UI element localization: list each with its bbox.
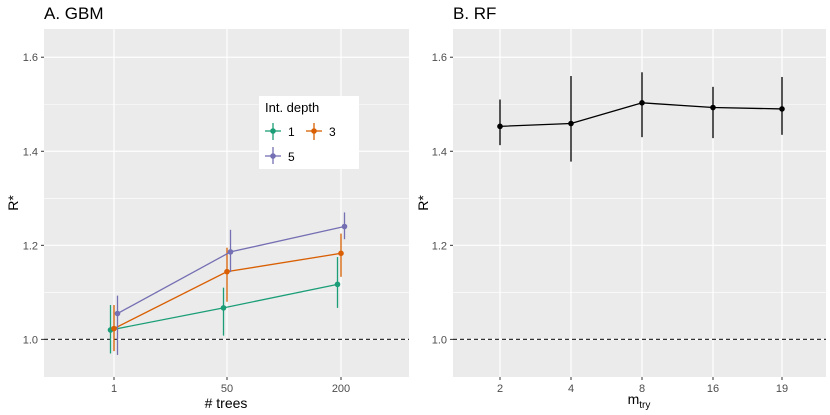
gbm-series-1-point — [220, 305, 227, 311]
rf-series-rf-point — [639, 100, 645, 106]
panel-rf-x-ticks: 2 4 8 16 19 — [497, 377, 788, 395]
rf-x-tick-label: 2 — [497, 383, 503, 395]
rf-y-tick-label: 1.0 — [432, 334, 447, 346]
panel-gbm: 1.0 1.2 1.4 1.6 1 50 200 A. GBM # trees R* In… — [5, 4, 409, 411]
legend-key-1 — [265, 123, 281, 140]
panel-gbm-x-axis-title: # trees — [205, 395, 248, 411]
legend: Int. depth 1 3 5 — [259, 96, 359, 169]
rf-y-tick-label: 1.4 — [432, 146, 447, 158]
legend-label-3: 3 — [329, 125, 336, 139]
gbm-y-tick-label: 1.0 — [23, 334, 38, 346]
panel-rf: 1.0 1.2 1.4 1.6 2 4 8 16 19 B. RF mtry R* — [415, 4, 826, 411]
panel-rf-x-axis-title-main: m — [628, 391, 640, 407]
panel-gbm-series — [107, 212, 348, 355]
gbm-series-5-point — [114, 310, 121, 317]
panel-gbm-x-ticks: 1 50 200 — [111, 377, 350, 395]
gbm-series-1-point — [334, 281, 341, 288]
panel-rf-background — [453, 29, 826, 377]
panel-rf-y-axis-title: R* — [415, 195, 431, 211]
panel-rf-y-ticks: 1.0 1.2 1.4 1.6 — [432, 52, 453, 346]
gbm-y-tick-label: 1.2 — [23, 240, 38, 252]
gbm-series-3-point — [338, 250, 344, 257]
panel-gbm-y-axis-title: R* — [5, 195, 21, 211]
rf-series-rf-point — [497, 123, 503, 130]
panel-rf-title: B. RF — [453, 4, 496, 23]
rf-y-tick-label: 1.6 — [432, 52, 447, 64]
panel-rf-x-axis-title: mtry — [628, 391, 651, 411]
rf-x-tick-label: 16 — [707, 383, 719, 395]
gbm-x-tick-label: 200 — [332, 383, 350, 395]
gbm-series-5-point — [227, 249, 234, 255]
legend-label-1: 1 — [288, 125, 295, 139]
gbm-y-tick-label: 1.4 — [23, 146, 38, 158]
panel-gbm-title: A. GBM — [44, 4, 104, 23]
rf-x-tick-label: 8 — [639, 383, 645, 395]
rf-series-rf-point — [568, 120, 574, 127]
panel-gbm-y-ticks: 1.0 1.2 1.4 1.6 — [23, 52, 44, 346]
panel-rf-series — [497, 72, 785, 162]
panel-rf-x-axis-title-sub: try — [639, 400, 650, 411]
legend-key-3 — [306, 123, 322, 140]
rf-y-tick-label: 1.2 — [432, 240, 447, 252]
rf-x-tick-label: 19 — [776, 383, 788, 395]
panel-gbm-grid — [44, 29, 409, 377]
legend-key-5 — [265, 147, 281, 164]
rf-series-rf-point — [779, 106, 785, 112]
gbm-x-tick-label: 50 — [221, 383, 233, 395]
gbm-y-tick-label: 1.6 — [23, 52, 38, 64]
legend-title: Int. depth — [265, 100, 319, 115]
legend-label-5: 5 — [288, 150, 295, 164]
gbm-series-3-point — [224, 268, 230, 275]
gbm-series-3-point — [111, 325, 117, 332]
gbm-x-tick-label: 1 — [111, 383, 117, 395]
rf-series-rf-point — [710, 104, 716, 111]
gbm-series-5-point — [341, 223, 348, 230]
rf-x-tick-label: 4 — [568, 383, 574, 395]
